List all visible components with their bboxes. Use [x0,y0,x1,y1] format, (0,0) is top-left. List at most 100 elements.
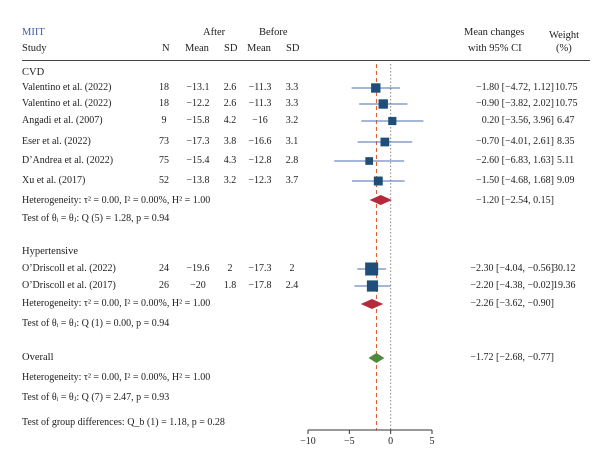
before-sd: 2.4 [285,280,299,291]
study-n: 9 [161,115,167,126]
before-mean: −16.6 [248,136,272,147]
study-name: Eser et al. (2022) [22,136,91,147]
header-before: Before [259,27,288,38]
weight: 10.75 [555,98,578,109]
after-mean: −19.6 [186,263,210,274]
pooled-ci-hypertensive: −2.26 [−3.62, −0.90] [470,298,554,309]
overall-ci: −1.72 [−2.68, −0.77] [470,352,554,363]
header-effect-line2: with 95% CI [468,43,522,54]
ci-text: −1.80 [−4.72, 1.12] [476,82,554,93]
header-rule [22,60,590,61]
after-sd: 2.6 [223,98,237,109]
before-sd: 2 [289,263,295,274]
study-n: 26 [159,280,169,291]
study-n: 18 [159,82,169,93]
after-mean: −17.3 [186,136,210,147]
before-mean: −11.3 [248,98,272,109]
heterogeneity-cvd: Heterogeneity: τ² = 0.00, I² = 0.00%, H²… [22,195,211,206]
header-before-mean: Mean [247,43,271,54]
pooled-ci-cvd: −1.20 [−2.54, 0.15] [476,195,554,206]
ci-text: −0.70 [−4.01, 2.61] [476,136,554,147]
overall-label: Overall [22,352,54,363]
test-cvd: Test of θᵢ = θⱼ: Q (5) = 1.28, p = 0.94 [22,213,170,224]
before-mean: −12.8 [248,155,272,166]
before-mean: −16 [252,115,268,126]
before-sd: 3.1 [285,136,299,147]
study-effect-square [388,116,397,126]
group-heading-hypertensive: Hypertensive [22,246,78,257]
group-heading-cvd: CVD [22,67,45,78]
before-sd: 3.3 [285,98,299,109]
heterogeneity-hypertensive: Heterogeneity: τ² = 0.00, I² = 0.00%, H²… [22,298,211,309]
after-mean: −13.8 [186,175,210,186]
after-sd: 3.2 [223,175,237,186]
after-sd: 4.3 [223,155,237,166]
study-name: O’Driscoll et al. (2017) [22,280,116,291]
study-n: 18 [159,98,169,109]
after-mean: −12.2 [186,98,210,109]
before-mean: −17.8 [248,280,272,291]
after-sd: 1.8 [223,280,237,291]
ci-text: −2.60 [−6.83, 1.63] [476,155,554,166]
x-axis-tick-label: 0 [388,436,393,447]
weight: 9.09 [557,175,575,186]
study-n: 24 [159,263,169,274]
subgroup-pooled-diamond [369,195,392,205]
header-after: After [203,27,226,38]
x-axis-tick-label: −5 [344,436,355,447]
subgroup-pooled-diamond [360,299,384,309]
before-sd: 2.8 [285,155,299,166]
before-sd: 3.7 [285,175,299,186]
header-effect-line1: Mean changes [464,27,525,38]
header-after-mean: Mean [185,43,209,54]
study-name: Xu et al. (2017) [22,175,86,186]
study-n: 75 [159,155,169,166]
heterogeneity-overall: Heterogeneity: τ² = 0.00, I² = 0.00%, H²… [22,372,211,383]
weight: 19.36 [553,280,576,291]
study-effect-square [365,262,379,276]
after-mean: −15.8 [186,115,210,126]
weight: 30.12 [553,263,576,274]
after-sd: 3.8 [223,136,237,147]
weight: 8.35 [557,136,575,147]
before-mean: −12.3 [248,175,272,186]
ci-text: −1.50 [−4.68, 1.68] [476,175,554,186]
study-name: Valentino et al. (2022) [22,98,112,109]
before-mean: −17.3 [248,263,272,274]
study-effect-square [378,99,388,109]
x-axis-tick-label: −10 [300,436,316,447]
ci-text: −0.90 [−3.82, 2.02] [476,98,554,109]
before-sd: 3.3 [285,82,299,93]
overall-pooled-diamond [368,353,385,363]
study-name: O’Driscoll et al. (2022) [22,263,116,274]
header-n: N [162,43,170,54]
header-weight-line1: Weight [549,30,580,41]
weight: 5.11 [557,155,575,166]
ci-text: 0.20 [−3.56, 3.96] [481,115,554,126]
study-n: 73 [159,136,169,147]
study-effect-square [365,157,374,165]
study-effect-square [371,83,381,93]
before-sd: 3.2 [285,115,299,126]
after-mean: −20 [190,280,206,291]
header-weight-line2: (%) [556,43,572,54]
after-mean: −15.4 [186,155,210,166]
study-name: Valentino et al. (2022) [22,82,112,93]
study-effect-square [366,280,379,292]
ci-text: −2.20 [−4.38, −0.02] [470,280,554,291]
header-study: Study [22,43,47,54]
test-overall: Test of θᵢ = θⱼ: Q (7) = 2.47, p = 0.93 [22,392,170,403]
test-hypertensive: Test of θᵢ = θⱼ: Q (1) = 0.00, p = 0.94 [22,318,170,329]
header-after-sd: SD [224,43,238,54]
study-effect-square [380,137,390,147]
ci-text: −2.30 [−4.04, −0.56] [470,263,554,274]
group-label: MIIT [22,27,45,38]
weight: 10.75 [555,82,578,93]
before-mean: −11.3 [248,82,272,93]
after-mean: −13.1 [186,82,210,93]
study-effect-square [373,176,383,186]
weight: 6.47 [557,115,575,126]
study-name: D’Andrea et al. (2022) [22,155,114,166]
header-before-sd: SD [286,43,300,54]
